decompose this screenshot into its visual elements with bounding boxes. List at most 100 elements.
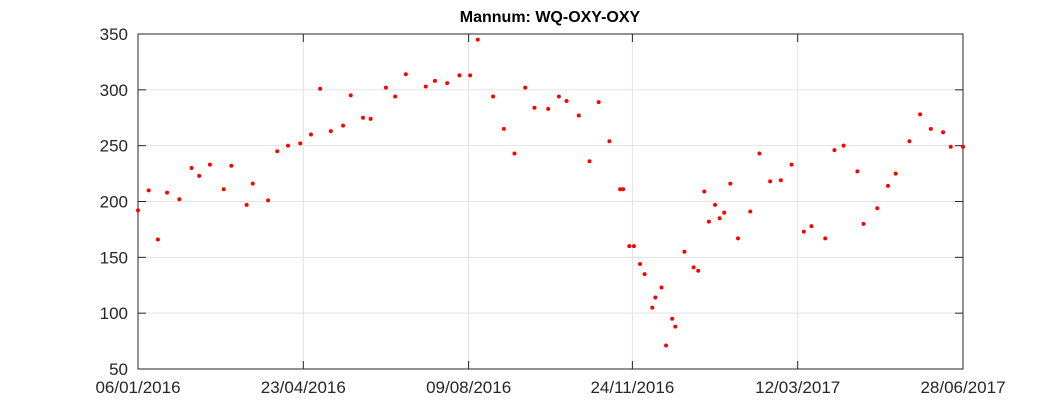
data-point	[621, 187, 626, 192]
x-tick-label: 23/04/2016	[261, 378, 346, 397]
data-point	[596, 100, 601, 105]
y-tick-label: 50	[109, 360, 128, 379]
data-point	[556, 94, 561, 99]
data-point	[823, 236, 828, 241]
data-point	[266, 198, 271, 203]
data-point	[576, 113, 581, 118]
data-point	[275, 149, 280, 154]
data-point	[491, 94, 496, 99]
data-point	[918, 112, 923, 117]
data-point	[286, 143, 290, 148]
y-tick-label: 150	[100, 248, 128, 267]
data-point	[789, 162, 794, 167]
data-point	[861, 221, 866, 226]
data-point	[961, 144, 965, 149]
data-point	[948, 144, 953, 149]
data-point	[642, 272, 647, 277]
data-point	[722, 210, 727, 215]
data-point	[941, 130, 946, 135]
data-point	[189, 166, 194, 170]
data-point	[832, 148, 837, 153]
data-point	[457, 73, 462, 78]
data-point	[207, 162, 212, 167]
data-point	[706, 219, 711, 224]
data-point	[445, 81, 450, 86]
data-point	[368, 116, 373, 121]
data-point	[318, 86, 323, 91]
data-point	[403, 72, 408, 77]
data-point	[432, 78, 437, 83]
data-point	[855, 169, 860, 174]
data-point	[348, 93, 353, 98]
data-point	[886, 183, 890, 188]
x-tick-label: 24/11/2016	[590, 378, 674, 397]
data-point	[702, 189, 707, 194]
data-point	[298, 141, 303, 146]
data-point	[670, 316, 675, 321]
data-point	[532, 105, 537, 110]
data-point	[383, 85, 388, 90]
data-point	[696, 268, 701, 273]
data-point	[361, 115, 365, 120]
data-point	[928, 126, 933, 131]
data-point	[809, 224, 814, 229]
data-point	[250, 181, 255, 186]
data-point	[757, 151, 762, 156]
data-point	[717, 216, 722, 221]
data-point	[638, 262, 643, 267]
data-point	[728, 181, 733, 186]
data-point	[523, 85, 528, 90]
data-point	[618, 187, 623, 192]
data-point	[736, 236, 740, 241]
data-point	[907, 139, 912, 144]
x-tick-label: 09/08/2016	[426, 378, 511, 397]
data-point	[691, 265, 696, 270]
data-point	[841, 143, 846, 148]
data-point	[197, 173, 202, 178]
y-tick-label: 350	[100, 25, 128, 44]
data-point	[650, 305, 655, 310]
data-point	[308, 132, 313, 137]
data-point	[341, 123, 346, 128]
data-point	[468, 73, 473, 78]
data-point	[512, 151, 517, 156]
data-point	[587, 159, 592, 164]
data-point	[221, 187, 226, 192]
data-point	[501, 126, 506, 131]
data-point	[768, 179, 773, 184]
data-point	[328, 129, 333, 134]
data-point	[393, 94, 398, 99]
data-point	[682, 249, 687, 254]
data-point	[165, 190, 170, 195]
data-point	[155, 237, 160, 242]
data-point	[659, 285, 664, 290]
y-tick-label: 100	[100, 304, 128, 323]
data-point	[673, 324, 678, 329]
data-point	[475, 37, 480, 42]
data-point	[177, 197, 182, 202]
data-point	[713, 202, 718, 207]
x-tick-label: 06/01/2016	[95, 378, 180, 397]
data-point	[875, 206, 880, 211]
data-point	[627, 244, 632, 249]
data-point	[244, 202, 249, 207]
data-point	[778, 178, 783, 183]
plot-frame	[137, 33, 964, 370]
data-point	[136, 208, 140, 213]
data-point	[229, 163, 234, 168]
data-point	[631, 244, 636, 249]
data-point	[146, 188, 151, 193]
data-point	[801, 229, 806, 234]
data-point	[748, 209, 753, 214]
y-tick-label: 300	[100, 81, 128, 100]
y-tick-label: 250	[100, 137, 128, 156]
data-point	[546, 106, 551, 111]
data-point	[664, 343, 669, 348]
data-point	[607, 139, 612, 144]
x-tick-label: 12/03/2017	[755, 378, 840, 397]
y-tick-label: 200	[100, 193, 128, 212]
data-point	[564, 99, 569, 103]
data-point	[423, 84, 428, 89]
x-tick-label: 28/06/2017	[920, 378, 1005, 397]
